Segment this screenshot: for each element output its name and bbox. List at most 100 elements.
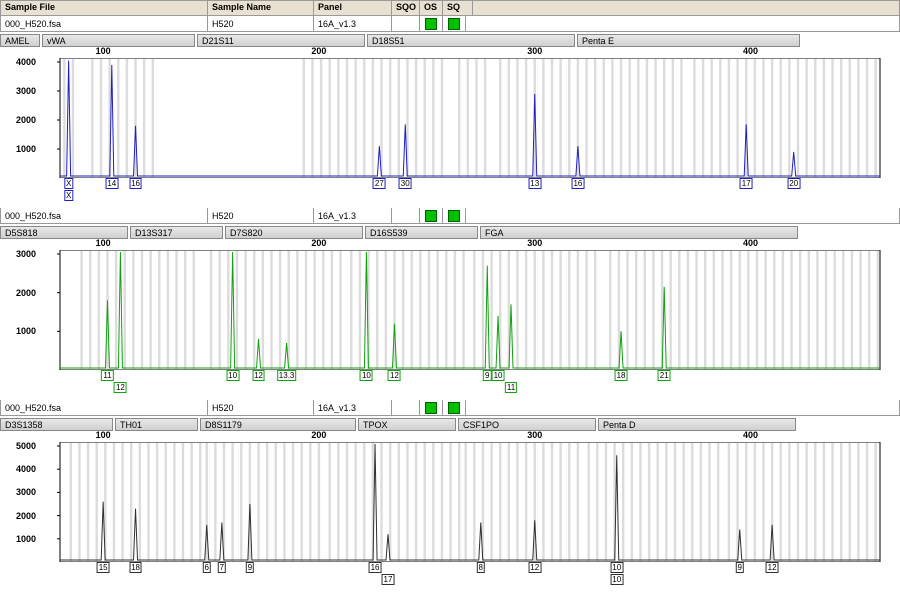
allele-call[interactable]: 13.3 <box>277 370 297 381</box>
header-os[interactable]: OS <box>420 1 443 15</box>
allele-call[interactable]: X <box>64 178 73 189</box>
column-header-row: Sample File Sample Name Panel SQO OS SQ <box>0 0 900 16</box>
x-axis-ticks: 100 200 300 400 <box>40 46 890 58</box>
electropherogram-chart[interactable]: 4000300020001000 <box>40 58 890 178</box>
allele-call[interactable]: 9 <box>483 370 491 381</box>
sqo-cell <box>392 208 420 223</box>
allele-call[interactable]: 12 <box>528 562 541 573</box>
header-sq[interactable]: SQ <box>443 1 473 15</box>
allele-call[interactable]: 10 <box>226 370 239 381</box>
panel-name-cell[interactable]: 16A_v1.3 <box>314 16 392 31</box>
sample-file-cell[interactable]: 000_H520.fsa <box>1 400 208 415</box>
x-tick-label: 200 <box>311 430 326 440</box>
allele-call[interactable]: 10 <box>610 562 623 573</box>
y-tick-label: 2000 <box>16 115 36 125</box>
y-axis-labels: 4000 3000 2000 1000 <box>2 58 38 178</box>
sample-name-cell[interactable]: H520 <box>208 400 314 415</box>
sample-file-cell[interactable]: 000_H520.fsa <box>1 208 208 223</box>
os-indicator[interactable] <box>420 400 443 415</box>
allele-call[interactable]: 18 <box>615 370 628 381</box>
allele-call[interactable]: 13 <box>528 178 541 189</box>
allele-call[interactable]: 16 <box>129 178 142 189</box>
status-square-icon <box>448 18 460 30</box>
sample-file-cell[interactable]: 000_H520.fsa <box>1 16 208 31</box>
x-tick-label: 100 <box>96 430 111 440</box>
sample-info-row: 000_H520.fsa H520 16A_v1.3 <box>0 16 900 32</box>
allele-call[interactable]: 17 <box>382 574 395 585</box>
allele-call[interactable]: 8 <box>477 562 485 573</box>
allele-call[interactable]: 16 <box>571 178 584 189</box>
panel-name-cell[interactable]: 16A_v1.3 <box>314 400 392 415</box>
x-tick-label: 300 <box>527 430 542 440</box>
allele-call[interactable]: 10 <box>360 370 373 381</box>
electropherogram-chart[interactable]: 300020001000 <box>40 250 890 370</box>
allele-call[interactable]: 12 <box>114 382 127 393</box>
x-tick-label: 300 <box>527 238 542 248</box>
allele-labels-row: 12 11 <box>40 382 890 394</box>
y-tick-label: 1000 <box>16 534 36 544</box>
x-tick-label: 400 <box>743 238 758 248</box>
allele-call[interactable]: 9 <box>736 562 744 573</box>
y-tick-label: 4000 <box>16 57 36 67</box>
allele-labels-row: 1710 <box>40 574 890 586</box>
allele-call[interactable]: 12 <box>388 370 401 381</box>
y-tick-label: 1000 <box>16 144 36 154</box>
sq-indicator[interactable] <box>443 208 466 223</box>
os-indicator[interactable] <box>420 208 443 223</box>
panel-name-cell[interactable]: 16A_v1.3 <box>314 208 392 223</box>
y-tick-label: 2000 <box>16 511 36 521</box>
allele-call[interactable]: 16 <box>369 562 382 573</box>
allele-call[interactable]: 11 <box>101 370 113 381</box>
sample-info-row: 000_H520.fsa H520 16A_v1.3 <box>0 400 900 416</box>
header-sample-file[interactable]: Sample File <box>1 1 208 15</box>
allele-call[interactable]: 7 <box>218 562 226 573</box>
locus-label[interactable]: AMEL <box>0 34 40 47</box>
x-tick-label: 400 <box>743 46 758 56</box>
y-tick-label: 2000 <box>16 288 36 298</box>
electropherogram-chart[interactable]: 50004000300020001000 <box>40 442 890 562</box>
os-indicator[interactable] <box>420 16 443 31</box>
locus-labels-row: D5S818D13S317D7S820D16S539FGA <box>0 224 900 238</box>
x-tick-label: 200 <box>311 46 326 56</box>
y-tick-label: 1000 <box>16 326 36 336</box>
allele-call[interactable]: 12 <box>766 562 779 573</box>
sample-name-cell[interactable]: H520 <box>208 16 314 31</box>
sq-indicator[interactable] <box>443 16 466 31</box>
status-square-icon <box>448 210 460 222</box>
allele-call[interactable]: 20 <box>787 178 800 189</box>
x-axis-ticks: 100200300400 <box>40 238 890 250</box>
allele-call[interactable]: 18 <box>129 562 142 573</box>
locus-labels-row: AMELvWAD21S11D18S51Penta E <box>0 32 900 46</box>
header-sqo[interactable]: SQO <box>392 1 420 15</box>
allele-call[interactable]: 14 <box>105 178 118 189</box>
status-square-icon <box>425 18 437 30</box>
sample-name-cell[interactable]: H520 <box>208 208 314 223</box>
header-panel[interactable]: Panel <box>314 1 392 15</box>
header-sample-name[interactable]: Sample Name <box>208 1 314 15</box>
allele-call[interactable]: 17 <box>740 178 753 189</box>
allele-call[interactable]: 9 <box>246 562 254 573</box>
y-axis-labels: 50004000300020001000 <box>2 442 38 562</box>
status-square-icon <box>425 402 437 414</box>
y-axis-labels: 3000 2000 1000 <box>2 250 38 370</box>
allele-labels-row: 15 18 67 9 16 8 12 10 9 12 <box>40 562 890 574</box>
locus-labels-row: D3S1358TH01D8S1179TPOXCSF1POPenta D <box>0 416 900 430</box>
sqo-cell <box>392 400 420 415</box>
y-tick-label: 3000 <box>16 249 36 259</box>
x-tick-label: 300 <box>527 46 542 56</box>
allele-call[interactable]: 30 <box>399 178 412 189</box>
x-tick-label: 100 <box>96 46 111 56</box>
allele-call[interactable]: 12 <box>252 370 265 381</box>
x-axis-ticks: 100200300400 <box>40 430 890 442</box>
allele-call[interactable]: 10 <box>492 370 505 381</box>
x-tick-label: 100 <box>96 238 111 248</box>
allele-call[interactable]: 10 <box>610 574 623 585</box>
allele-call[interactable]: 6 <box>203 562 211 573</box>
allele-call[interactable]: 11 <box>505 382 517 393</box>
sq-indicator[interactable] <box>443 400 466 415</box>
y-tick-label: 3000 <box>16 86 36 96</box>
allele-call[interactable]: 21 <box>658 370 671 381</box>
allele-call[interactable]: 27 <box>373 178 386 189</box>
allele-call[interactable]: 15 <box>97 562 110 573</box>
allele-call[interactable]: X <box>64 190 73 201</box>
